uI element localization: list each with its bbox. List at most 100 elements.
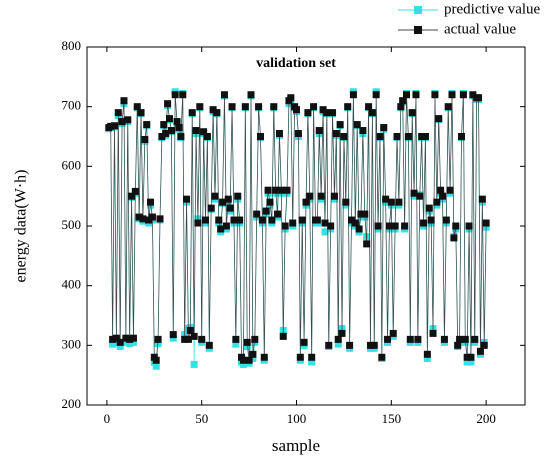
marker (224, 195, 232, 203)
x-tick-label: 200 (476, 411, 496, 426)
marker (385, 222, 393, 230)
marker (116, 338, 124, 346)
marker (334, 340, 342, 348)
marker (423, 350, 431, 358)
marker (249, 350, 257, 358)
marker (131, 187, 139, 195)
marker (410, 189, 418, 197)
marker (171, 91, 179, 99)
marker (365, 103, 373, 111)
marker (181, 335, 189, 343)
marker (239, 360, 247, 368)
marker (152, 362, 160, 370)
marker (310, 103, 318, 111)
marker (321, 219, 329, 227)
marker (425, 204, 433, 212)
marker (202, 216, 210, 224)
marker (272, 186, 280, 194)
marker (467, 353, 475, 361)
marker (482, 219, 490, 227)
marker (266, 198, 274, 206)
marker (327, 222, 335, 230)
marker (135, 213, 143, 221)
marker (190, 332, 198, 340)
marker (219, 198, 227, 206)
marker (274, 210, 282, 218)
marker (245, 356, 253, 364)
y-tick-label: 500 (62, 217, 82, 232)
marker (336, 121, 344, 129)
marker (355, 225, 363, 233)
marker (437, 186, 445, 194)
marker (158, 133, 166, 140)
marker (450, 234, 458, 242)
marker (173, 118, 181, 126)
marker (243, 338, 251, 346)
marker (124, 116, 132, 124)
marker (431, 91, 439, 99)
marker (382, 195, 390, 203)
marker (209, 106, 217, 114)
marker (471, 335, 479, 343)
y-tick-label: 200 (62, 396, 82, 411)
marker (137, 109, 145, 117)
marker (156, 215, 164, 223)
marker (475, 94, 483, 102)
marker (330, 192, 338, 200)
marker (414, 335, 422, 343)
marker (387, 198, 395, 206)
marker (190, 360, 198, 368)
marker (109, 340, 117, 348)
marker (393, 133, 401, 140)
marker (457, 133, 465, 140)
marker (370, 341, 378, 349)
marker (277, 186, 285, 194)
marker (236, 216, 244, 224)
x-tick-label: 100 (287, 411, 307, 426)
marker (329, 109, 337, 117)
marker (423, 354, 431, 362)
marker (164, 100, 172, 108)
marker (306, 192, 314, 200)
marker (461, 335, 469, 343)
marker (230, 216, 238, 224)
marker (442, 216, 450, 224)
marker (359, 127, 367, 135)
marker (281, 222, 289, 230)
marker (317, 192, 325, 200)
marker (118, 118, 126, 126)
marker (454, 341, 462, 349)
marker (147, 198, 155, 206)
marker (348, 216, 356, 224)
marker (198, 335, 206, 343)
marker (211, 192, 219, 200)
marker (467, 358, 475, 366)
marker (418, 133, 426, 140)
marker (264, 186, 272, 194)
marker (456, 335, 464, 343)
marker (463, 358, 471, 366)
marker (148, 213, 156, 221)
marker (249, 354, 257, 362)
marker (338, 329, 346, 337)
x-tick-label: 0 (104, 411, 111, 426)
marker (241, 103, 249, 111)
marker (213, 109, 221, 117)
marker (165, 115, 173, 123)
marker (283, 186, 291, 194)
y-tick-label: 600 (62, 157, 82, 172)
marker (194, 219, 202, 227)
marker (196, 103, 204, 111)
marker (260, 353, 268, 361)
marker (112, 338, 120, 346)
marker (255, 103, 263, 111)
marker (420, 219, 428, 227)
marker (298, 216, 306, 224)
marker (256, 133, 264, 140)
marker (112, 334, 120, 342)
marker (203, 133, 211, 140)
marker (154, 340, 162, 348)
y-tick-label: 800 (62, 38, 82, 53)
marker (154, 335, 162, 343)
marker (463, 353, 471, 361)
